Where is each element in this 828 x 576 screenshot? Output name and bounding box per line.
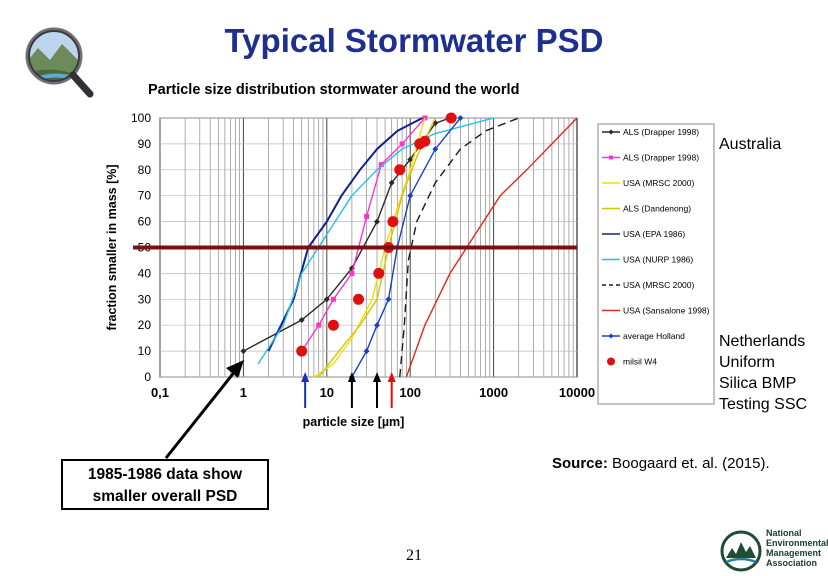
- note-line: Silica BMP: [719, 375, 797, 392]
- legend-marker: [609, 155, 613, 160]
- data-point: [240, 348, 247, 355]
- data-point: [407, 192, 414, 199]
- indicator-arrowhead: [387, 372, 396, 382]
- series-line: [405, 117, 578, 378]
- source-label: Source:: [552, 455, 608, 472]
- y-tick-label: 90: [138, 137, 152, 151]
- note-line: Testing SSC: [719, 396, 808, 413]
- logo-line: Management: [766, 548, 822, 558]
- x-tick-label: 10000: [559, 385, 595, 400]
- data-point: [387, 216, 399, 228]
- x-tick-label: 10: [320, 385, 334, 400]
- y-tick-label: 10: [138, 344, 152, 358]
- data-point: [457, 115, 464, 121]
- y-tick-label: 100: [131, 111, 151, 125]
- data-point: [316, 322, 322, 328]
- legend-label: ALS (Drapper 1998): [623, 127, 699, 137]
- logo-line: National: [766, 528, 802, 538]
- y-tick-label: 40: [138, 266, 152, 280]
- y-tick-label: 20: [138, 318, 152, 332]
- legend-label: USA (NURP 1986): [623, 255, 693, 265]
- callout-arrow: [164, 369, 238, 459]
- data-point: [385, 296, 392, 303]
- callout-line: smaller overall PSD: [92, 488, 238, 505]
- x-tick-label: 1000: [479, 385, 508, 400]
- data-point: [374, 218, 381, 225]
- data-point: [330, 296, 336, 302]
- source-citation: Source: Boogaard et. al. (2015).: [552, 455, 770, 472]
- data-point: [349, 270, 355, 276]
- data-point: [378, 162, 384, 168]
- note-line: Netherlands: [719, 333, 806, 350]
- data-point: [298, 317, 305, 324]
- data-point: [399, 141, 405, 147]
- data-point: [374, 322, 381, 329]
- page-number: 21: [406, 547, 422, 564]
- data-point: [432, 146, 439, 153]
- legend-swatch: [607, 357, 615, 366]
- legend-label: ALS (Dandenong): [623, 204, 691, 214]
- data-point: [419, 135, 431, 147]
- x-tick-label: 1: [240, 385, 247, 400]
- logo-line: Environmental: [766, 538, 828, 548]
- data-point: [363, 348, 370, 355]
- legend-box: [597, 123, 715, 405]
- y-tick-label: 30: [138, 292, 152, 306]
- note-australia: Australia: [719, 136, 782, 153]
- y-axis-label: fraction smaller in mass [%]: [105, 164, 119, 330]
- callout-arrowhead: [226, 360, 244, 378]
- x-axis-label: particle size [µm]: [303, 415, 405, 429]
- y-tick-label: 60: [138, 215, 152, 229]
- note-netherlands: Netherlands Uniform Silica BMP Testing S…: [719, 331, 807, 415]
- data-point: [394, 164, 406, 176]
- nema-logo-text: National Environmental Management Associ…: [766, 528, 828, 568]
- legend-label: USA (MRSC 2000): [623, 178, 694, 188]
- callout-line: 1985-1986 data show: [87, 466, 243, 483]
- data-point: [373, 267, 385, 279]
- data-point: [407, 156, 414, 163]
- series-line: [399, 117, 519, 378]
- note-line: Uniform: [719, 354, 776, 371]
- callout-box: 1985-1986 data show smaller overall PSD: [61, 459, 269, 510]
- magnifier-landscape-icon: [25, 27, 94, 98]
- nema-logo-icon: [720, 530, 762, 572]
- logo-line: Association: [766, 558, 818, 568]
- series-line: [301, 117, 426, 352]
- data-point: [327, 319, 339, 331]
- legend-label: USA (Sansalone 1998): [623, 306, 710, 316]
- indicator-arrowhead: [301, 372, 310, 382]
- y-tick-label: 70: [138, 189, 152, 203]
- legend-marker: [608, 333, 614, 339]
- chart-title: Particle size distribution stormwater ar…: [148, 82, 519, 98]
- legend-label: average Holland: [623, 331, 685, 341]
- indicator-arrowhead: [373, 372, 382, 382]
- slide-title: Typical Stormwater PSD: [224, 22, 604, 59]
- data-point: [323, 296, 330, 303]
- source-text: Boogaard et. al. (2015).: [607, 455, 770, 472]
- data-point: [364, 213, 370, 219]
- x-tick-label: 0,1: [151, 385, 169, 400]
- legend-label: USA (EPA 1986): [623, 229, 685, 239]
- legend-marker: [608, 129, 614, 135]
- legend-label: ALS (Drapper 1998): [623, 153, 699, 163]
- data-point: [388, 179, 395, 186]
- series-line: [351, 117, 461, 378]
- x-tick-label: 100: [399, 385, 421, 400]
- legend-label: milsil W4: [623, 357, 657, 367]
- y-tick-label: 80: [138, 163, 152, 177]
- y-tick-label: 0: [144, 370, 151, 384]
- data-point: [353, 293, 365, 305]
- data-point: [296, 345, 308, 357]
- legend-label: USA (MRSC 2000): [623, 280, 694, 290]
- data-point: [445, 112, 457, 124]
- indicator-arrowhead: [347, 372, 356, 382]
